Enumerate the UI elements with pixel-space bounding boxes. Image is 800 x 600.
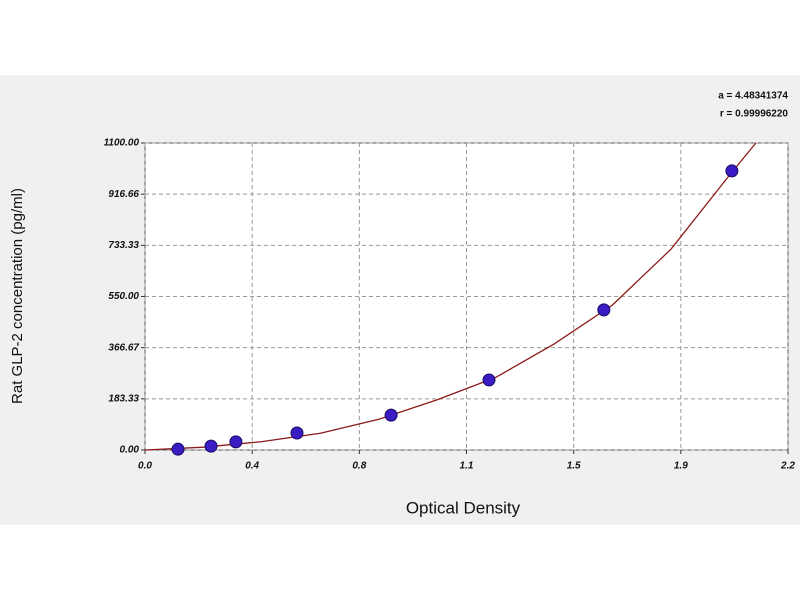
data-point — [482, 373, 496, 387]
y-tick-label: 916.66 — [108, 189, 139, 200]
x-tick-label: 1.5 — [567, 461, 581, 472]
x-tick-label: 0.0 — [138, 461, 152, 472]
x-tick-label: 2.2 — [780, 461, 795, 472]
y-tick-label: 366.67 — [108, 342, 139, 353]
data-point — [204, 439, 218, 453]
y-tick-label: 733.33 — [108, 240, 139, 251]
y-tick-label: 183.33 — [108, 393, 139, 404]
data-point — [171, 442, 185, 456]
data-point — [290, 426, 304, 440]
y-tick-label: 550.00 — [108, 291, 139, 302]
data-point — [229, 435, 243, 449]
y-axis-label: Rat GLP-2 concentration (pg/ml) — [9, 188, 26, 404]
y-tick-label: 0.00 — [120, 445, 140, 456]
x-tick-label: 0.8 — [352, 461, 366, 472]
annotation: r = 0.99996220 — [720, 109, 789, 120]
annotation: a = 4.48341374 — [718, 91, 788, 102]
data-point — [597, 303, 611, 317]
data-point — [725, 164, 739, 178]
fit-curve — [144, 142, 757, 451]
x-axis-label: Optical Density — [406, 498, 521, 517]
x-tick-label: 1.9 — [674, 461, 688, 472]
y-tick-label: 1100.00 — [104, 138, 140, 149]
x-tick-label: 0.4 — [245, 461, 259, 472]
x-tick-label: 1.1 — [460, 461, 474, 472]
data-point — [384, 408, 398, 422]
